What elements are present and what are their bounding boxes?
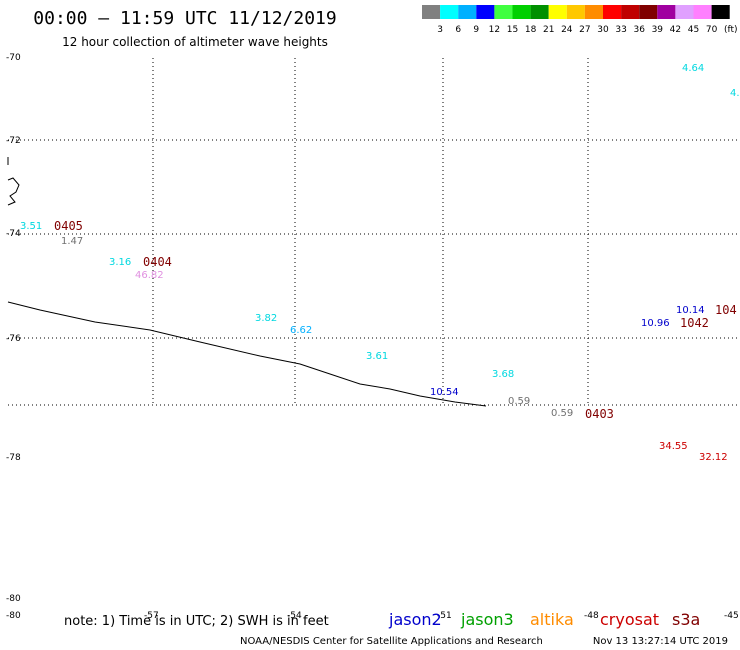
- longitude-labels: -57 -54 -51 -48 -45: [144, 611, 739, 621]
- colorbar-tick-label: 30: [597, 25, 609, 35]
- wave-height-label: 3.16: [109, 257, 131, 268]
- colorbar-swatch: [548, 5, 567, 19]
- lon-label: -45: [724, 611, 739, 621]
- colorbar-tick-label: 42: [670, 25, 681, 35]
- colorbar-tick-label: 6: [455, 25, 461, 35]
- satellite-s3a: s3a: [672, 610, 700, 629]
- pass-time-label: 0404: [143, 255, 172, 269]
- colorbar-swatch: [711, 5, 730, 19]
- lat-label: -70: [6, 53, 21, 63]
- colorbar-swatch: [693, 5, 712, 19]
- wave-height-label: 10.54: [430, 387, 459, 398]
- colorbar-tick-label: 18: [525, 25, 537, 35]
- colorbar-swatch: [494, 5, 513, 19]
- pass-time-label: 0405: [54, 219, 83, 233]
- coastline-island: [7, 177, 20, 206]
- pass-time-label: 104: [715, 303, 737, 317]
- wave-height-label: 0.59: [508, 396, 530, 407]
- colorbar-swatch: [621, 5, 640, 19]
- lat-label: -80: [6, 594, 21, 604]
- colorbar-tick-label: 12: [489, 25, 500, 35]
- wave-height-label: 3.51: [20, 221, 42, 232]
- wave-height-labels: 4.64 4. 3.51 1.47 3.16 46.82 3.82 6.62 3…: [20, 63, 740, 463]
- lat-label: -76: [6, 334, 21, 344]
- lat-label: -74: [6, 229, 21, 239]
- satellite-cryosat: cryosat: [600, 610, 659, 629]
- colorbar-swatch: [584, 5, 603, 19]
- colorbar-swatch: [512, 5, 531, 19]
- wave-height-label: 46.82: [135, 270, 164, 281]
- lon-label: -51: [437, 611, 452, 621]
- coastline: [7, 301, 487, 407]
- colorbar-swatch: [476, 5, 495, 19]
- colorbar-tick-label: 70: [706, 25, 718, 35]
- footer-note: note: 1) Time is in UTC; 2) SWH is in fe…: [64, 614, 329, 629]
- latitude-labels: -70 -72 -74 -76 -78 -80 -80: [6, 53, 21, 621]
- wave-height-label: 34.55: [659, 441, 688, 452]
- lon-label: -57: [144, 611, 159, 621]
- lon-label: -48: [584, 611, 599, 621]
- footer-timestamp: Nov 13 13:27:14 UTC 2019: [593, 636, 728, 647]
- pass-time-labels: 0405 0404 1042 104 0403: [54, 219, 737, 421]
- colorbar-swatch: [422, 5, 441, 19]
- colorbar-tick-label: 3: [437, 25, 443, 35]
- footer-credit: NOAA/NESDIS Center for Satellite Applica…: [240, 636, 543, 647]
- colorbar-legend: 3 6 9 12 15 18 21 24 27 30 33 36 39 42 45 70: [422, 5, 730, 35]
- colorbar-unit: (ft): [724, 25, 738, 35]
- lon-label: -54: [287, 611, 302, 621]
- lat-label: -72: [6, 136, 21, 146]
- wave-height-label: 10.14: [676, 305, 705, 316]
- colorbar-tick-label: 45: [688, 25, 699, 35]
- wave-height-label: 4.64: [682, 63, 704, 74]
- lat-label: -78: [6, 453, 21, 463]
- colorbar-tick-label: 33: [615, 25, 626, 35]
- wave-height-label: 10.96: [641, 318, 670, 329]
- colorbar-swatch: [657, 5, 676, 19]
- colorbar-swatch: [440, 5, 459, 19]
- satellite-altika: altika: [530, 610, 574, 629]
- pass-time-label: 0403: [585, 407, 614, 421]
- pass-time-label: 1042: [680, 316, 709, 330]
- wave-height-label: 3.68: [492, 369, 514, 380]
- wave-height-label: 3.61: [366, 351, 388, 362]
- page-title: 00:00 – 11:59 UTC 11/12/2019: [33, 8, 336, 29]
- colorbar-swatch: [603, 5, 622, 19]
- satellite-jason2: jason2: [388, 610, 442, 629]
- colorbar-tick-label: 21: [543, 25, 554, 35]
- colorbar-tick-label: 9: [473, 25, 479, 35]
- colorbar-tick-label: 24: [561, 25, 573, 35]
- wave-height-label: 1.47: [61, 236, 83, 247]
- colorbar-swatch: [639, 5, 658, 19]
- colorbar-swatch: [675, 5, 694, 19]
- colorbar-swatch: [458, 5, 477, 19]
- wave-height-label: 4.: [730, 88, 740, 99]
- lat-label: -80: [6, 611, 21, 621]
- wave-height-label: 0.59: [551, 408, 573, 419]
- wave-height-label: 3.82: [255, 313, 277, 324]
- colorbar-tick-label: 15: [507, 25, 518, 35]
- colorbar-tick-label: 27: [579, 25, 590, 35]
- wave-height-label: 32.12: [699, 452, 728, 463]
- satellite-legend: jason2 jason3 altika cryosat s3a: [388, 610, 700, 629]
- wave-height-label: 6.62: [290, 325, 312, 336]
- satellite-jason3: jason3: [460, 610, 514, 629]
- colorbar-swatch: [566, 5, 585, 19]
- colorbar-tick-label: 39: [652, 25, 664, 35]
- colorbar-swatch: [530, 5, 549, 19]
- page-subtitle: 12 hour collection of altimeter wave hei…: [62, 35, 328, 49]
- colorbar-tick-label: 36: [633, 25, 645, 35]
